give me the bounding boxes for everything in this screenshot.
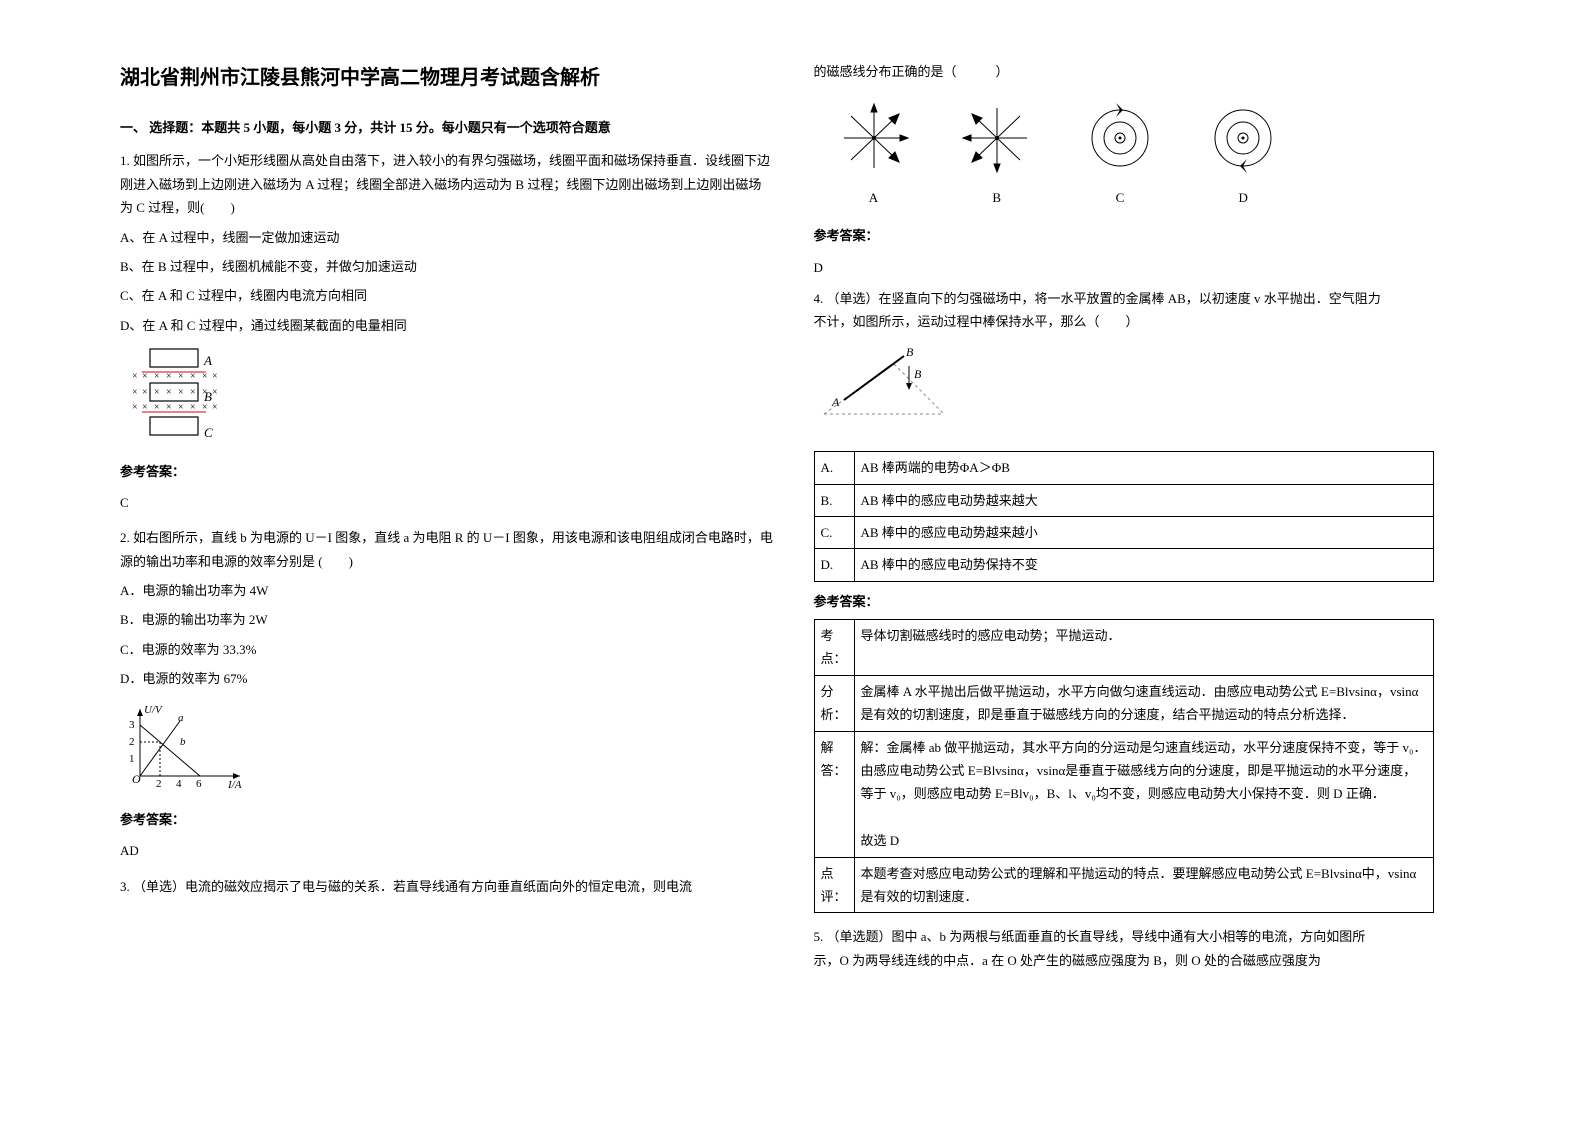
q1-option-b: B、在 B 过程中，线圈机械能不变，并做匀加速运动 — [120, 255, 774, 278]
svg-text:B: B — [204, 389, 212, 404]
question-2: 2. 如右图所示，直线 b 为电源的 U－I 图象，直线 a 为电阻 R 的 U… — [120, 526, 774, 863]
q4-row-c: AB 棒中的感应电动势越来越小 — [854, 516, 1434, 548]
svg-text:3: 3 — [129, 719, 135, 731]
svg-text:×: × — [154, 402, 160, 413]
q1-answer: C — [120, 491, 774, 514]
q2-option-b: B．电源的输出功率为 2W — [120, 608, 774, 631]
q2-figure: U/V I/A 3 2 1 2 4 6 a b O — [120, 701, 774, 798]
right-column: 的磁感线分布正确的是（ ） A — [794, 60, 1488, 1062]
q4-row-d-label: D. — [814, 549, 854, 581]
q5-line1: 5. （单选题）图中 a、b 为两根与纸面垂直的长直导线，导线中通有大小相等的电… — [814, 925, 1468, 948]
q2-answer: AD — [120, 839, 774, 862]
q4-kaodian: 导体切割磁感线时的感应电动势；平抛运动． — [854, 620, 1434, 676]
svg-text:×: × — [142, 387, 148, 398]
q4-row-b-label: B. — [814, 484, 854, 516]
svg-text:C: C — [204, 425, 213, 440]
q2-option-c: C．电源的效率为 33.3% — [120, 638, 774, 661]
left-column: 湖北省荆州市江陵县熊河中学高二物理月考试题含解析 一、 选择题：本题共 5 小题… — [100, 60, 794, 1062]
svg-text:B: B — [914, 367, 922, 381]
svg-text:×: × — [178, 371, 184, 382]
svg-text:×: × — [154, 387, 160, 398]
q4-row-a-label: A. — [814, 452, 854, 484]
svg-text:1: 1 — [129, 753, 135, 765]
svg-text:×: × — [178, 402, 184, 413]
svg-text:×: × — [212, 387, 218, 398]
q4-jieda-label: 解答： — [814, 731, 854, 857]
svg-text:×: × — [142, 402, 148, 413]
q3-label-a: A — [869, 190, 878, 205]
q4-fenxi-label: 分析： — [814, 675, 854, 731]
q4-dianping: 本题考查对感应电动势公式的理解和平抛运动的特点．要理解感应电动势公式 E=Blv… — [854, 857, 1434, 913]
q4-dianping-label: 点评： — [814, 857, 854, 913]
exam-title: 湖北省荆州市江陵县熊河中学高二物理月考试题含解析 — [120, 60, 774, 96]
svg-text:×: × — [166, 387, 172, 398]
svg-text:6: 6 — [196, 778, 202, 790]
q4-kaodian-label: 考点： — [814, 620, 854, 676]
svg-text:A: A — [831, 395, 840, 409]
svg-text:b: b — [180, 736, 186, 748]
svg-text:O: O — [132, 772, 141, 786]
q2-option-d: D．电源的效率为 67% — [120, 667, 774, 690]
svg-text:×: × — [212, 371, 218, 382]
q2-answer-label: 参考答案： — [120, 808, 774, 831]
q3-stem-part2: 的磁感线分布正确的是（ ） — [814, 60, 1468, 83]
q3-label-d: D — [1239, 190, 1248, 205]
q3-label-c: C — [1116, 190, 1125, 205]
q4-row-a: AB 棒两端的电势ΦA＞ΦB — [854, 452, 1434, 484]
q3-stem-part1: 3. （单选）电流的磁效应揭示了电与磁的关系．若直导线通有方向垂直纸面向外的恒定… — [120, 875, 774, 898]
svg-text:×: × — [166, 402, 172, 413]
svg-text:2: 2 — [156, 778, 162, 790]
svg-text:×: × — [166, 371, 172, 382]
q5-line2: 示，O 为两导线连线的中点．a 在 O 处产生的磁感应强度为 B，则 O 处的合… — [814, 949, 1468, 972]
q4-row-d: AB 棒中的感应电动势保持不变 — [854, 549, 1434, 581]
q4-stem-1: 4. （单选）在竖直向下的匀强磁场中，将一水平放置的金属棒 AB，以初速度 v … — [814, 287, 1468, 310]
q1-option-c: C、在 A 和 C 过程中，线圈内电流方向相同 — [120, 284, 774, 307]
svg-text:4: 4 — [176, 778, 182, 790]
svg-text:a: a — [178, 712, 184, 724]
q4-stem-2: 不计，如图所示，运动过程中棒保持水平，那么（ ） — [814, 310, 1468, 333]
svg-text:A: A — [203, 353, 212, 368]
svg-text:×: × — [202, 371, 208, 382]
svg-text:×: × — [212, 402, 218, 413]
q4-jieda-conclusion: 故选 D — [861, 829, 1428, 852]
section1-header: 一、 选择题：本题共 5 小题，每小题 3 分，共计 15 分。每小题只有一个选… — [120, 116, 774, 139]
q4-row-b: AB 棒中的感应电动势越来越大 — [854, 484, 1434, 516]
q3-answer: D — [814, 256, 1468, 279]
q2-stem: 2. 如右图所示，直线 b 为电源的 U－I 图象，直线 a 为电阻 R 的 U… — [120, 526, 774, 573]
q4-figure: A B B — [814, 344, 1468, 441]
svg-text:×: × — [154, 371, 160, 382]
svg-text:×: × — [178, 387, 184, 398]
svg-text:I/A: I/A — [227, 779, 242, 791]
svg-text:U/V: U/V — [144, 704, 163, 716]
q4-row-c-label: C. — [814, 516, 854, 548]
q1-answer-label: 参考答案： — [120, 460, 774, 483]
svg-text:×: × — [190, 402, 196, 413]
q4-jieda-text: 解：金属棒 ab 做平抛运动，其水平方向的分运动是匀速直线运动，水平分速度保持不… — [861, 736, 1428, 806]
q4-answer-label: 参考答案： — [814, 590, 1468, 613]
question-1: 1. 如图所示，一个小矩形线圈从高处自由落下，进入较小的有界匀强磁场，线圈平面和… — [120, 149, 774, 514]
q4-jieda: 解：金属棒 ab 做平抛运动，其水平方向的分运动是匀速直线运动，水平分速度保持不… — [854, 731, 1434, 857]
q4-options-table: A.AB 棒两端的电势ΦA＞ΦB B.AB 棒中的感应电动势越来越大 C.AB … — [814, 451, 1435, 582]
q3-options-figure: A B C — [814, 98, 1468, 209]
q1-stem: 1. 如图所示，一个小矩形线圈从高处自由落下，进入较小的有界匀强磁场，线圈平面和… — [120, 149, 774, 219]
q1-figure: A ×××××××× ×××××××× ×××××××× B C — [120, 347, 774, 449]
svg-text:×: × — [132, 371, 138, 382]
q3-label-b: B — [992, 190, 1001, 205]
q2-option-a: A．电源的输出功率为 4W — [120, 579, 774, 602]
svg-text:2: 2 — [129, 736, 135, 748]
question-5: 5. （单选题）图中 a、b 为两根与纸面垂直的长直导线，导线中通有大小相等的电… — [814, 925, 1468, 972]
svg-text:×: × — [132, 387, 138, 398]
svg-text:×: × — [190, 387, 196, 398]
svg-text:×: × — [190, 371, 196, 382]
q1-option-a: A、在 A 过程中，线圈一定做加速运动 — [120, 226, 774, 249]
q4-explain-table: 考点： 导体切割磁感线时的感应电动势；平抛运动． 分析： 金属棒 A 水平抛出后… — [814, 619, 1435, 913]
svg-text:×: × — [142, 371, 148, 382]
svg-text:×: × — [132, 402, 138, 413]
q1-option-d: D、在 A 和 C 过程中，通过线圈某截面的电量相同 — [120, 314, 774, 337]
svg-text:B: B — [906, 345, 914, 359]
question-4: 4. （单选）在竖直向下的匀强磁场中，将一水平放置的金属棒 AB，以初速度 v … — [814, 287, 1468, 913]
q3-answer-label: 参考答案： — [814, 224, 1468, 247]
q4-fenxi: 金属棒 A 水平抛出后做平抛运动，水平方向做匀速直线运动．由感应电动势公式 E=… — [854, 675, 1434, 731]
question-3-start: 3. （单选）电流的磁效应揭示了电与磁的关系．若直导线通有方向垂直纸面向外的恒定… — [120, 875, 774, 898]
